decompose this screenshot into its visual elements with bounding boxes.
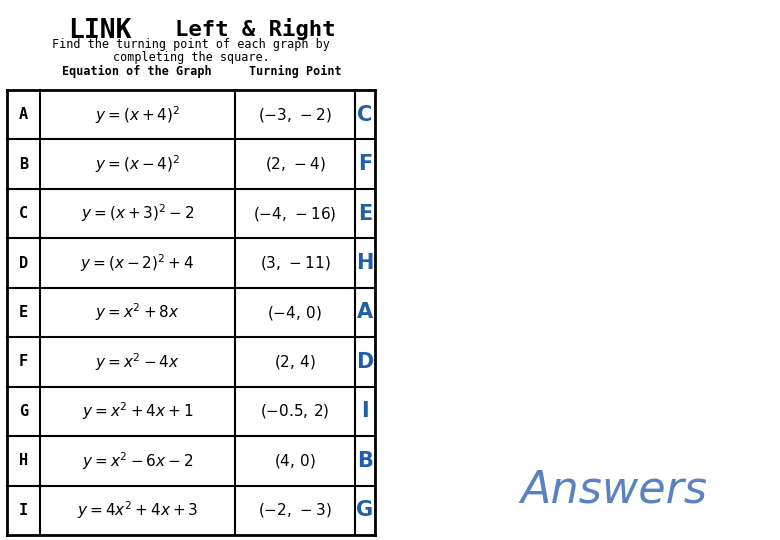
- Text: I: I: [361, 401, 369, 421]
- Text: $y = (x + 4)^{2}$: $y = (x + 4)^{2}$: [95, 104, 180, 126]
- Text: E: E: [358, 204, 372, 224]
- Text: $(-3,\,-2)$: $(-3,\,-2)$: [258, 106, 332, 124]
- Text: $(-0.5,\,2)$: $(-0.5,\,2)$: [261, 402, 330, 420]
- Text: H: H: [19, 454, 28, 468]
- Text: D: D: [19, 255, 28, 271]
- Text: Find the turning point of each graph by: Find the turning point of each graph by: [52, 38, 330, 51]
- Text: E: E: [19, 305, 28, 320]
- Text: G: G: [19, 404, 28, 419]
- Text: F: F: [358, 154, 372, 174]
- Text: LINK: LINK: [69, 18, 132, 44]
- Text: B: B: [19, 157, 28, 172]
- Text: $(2,\,-4)$: $(2,\,-4)$: [264, 155, 325, 173]
- Text: A: A: [19, 107, 28, 122]
- Text: H: H: [356, 253, 374, 273]
- Text: $(-2,\,-3)$: $(-2,\,-3)$: [258, 501, 332, 519]
- Text: I: I: [19, 503, 28, 518]
- Text: $(4,\,0)$: $(4,\,0)$: [274, 452, 316, 470]
- Text: $y = (x - 2)^{2} + 4$: $y = (x - 2)^{2} + 4$: [80, 252, 195, 274]
- Text: B: B: [357, 451, 373, 471]
- Text: C: C: [19, 206, 28, 221]
- Text: $(-4,\,-16)$: $(-4,\,-16)$: [254, 205, 337, 222]
- Text: $y = x^{2} + 4x + 1$: $y = x^{2} + 4x + 1$: [82, 401, 193, 422]
- Text: Equation of the Graph: Equation of the Graph: [62, 65, 212, 78]
- Text: $y = x^{2} + 8x$: $y = x^{2} + 8x$: [95, 302, 180, 323]
- Text: A: A: [357, 302, 373, 322]
- Text: Left & Right: Left & Right: [175, 18, 335, 40]
- Text: C: C: [357, 105, 373, 125]
- Text: D: D: [356, 352, 374, 372]
- Text: $y = (x + 3)^{2} - 2$: $y = (x + 3)^{2} - 2$: [80, 202, 194, 225]
- Text: Answers: Answers: [520, 469, 707, 511]
- Text: $y = 4x^{2} + 4x + 3$: $y = 4x^{2} + 4x + 3$: [76, 500, 198, 521]
- Text: G: G: [356, 500, 374, 520]
- Text: completing the square.: completing the square.: [112, 51, 269, 64]
- Text: $y = x^{2} - 6x - 2$: $y = x^{2} - 6x - 2$: [82, 450, 193, 471]
- Text: Turning Point: Turning Point: [249, 65, 342, 78]
- Text: $y = (x - 4)^{2}$: $y = (x - 4)^{2}$: [95, 153, 180, 175]
- Text: F: F: [19, 354, 28, 369]
- Text: $(-4,\,0)$: $(-4,\,0)$: [268, 303, 322, 321]
- Text: $(2,\,4)$: $(2,\,4)$: [274, 353, 316, 371]
- Text: $y = x^{2} - 4x$: $y = x^{2} - 4x$: [95, 351, 180, 373]
- Text: $(3,\,-11)$: $(3,\,-11)$: [260, 254, 330, 272]
